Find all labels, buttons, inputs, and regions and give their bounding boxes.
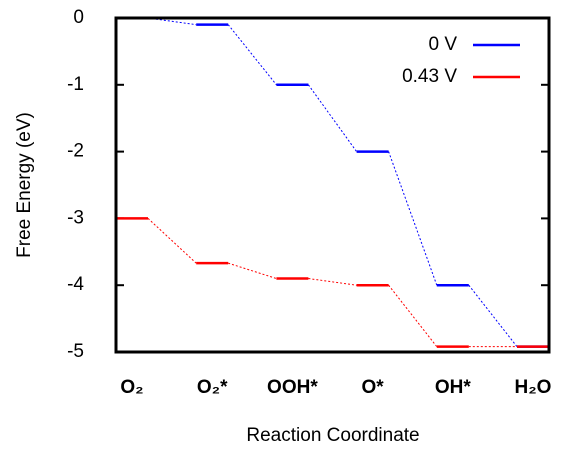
x-tick-label: OH*	[435, 377, 472, 398]
connector	[388, 284, 438, 347]
legend-label: 0.43 V	[402, 66, 457, 87]
y-tick-label: -3	[67, 207, 84, 228]
x-axis-label: Reaction Coordinate	[246, 425, 419, 446]
x-tick-label: OOH*	[267, 377, 318, 398]
legend-label: 0 V	[428, 34, 457, 55]
x-tick-label: H₂O	[515, 377, 552, 398]
connector	[307, 84, 358, 152]
connector	[308, 278, 357, 286]
y-tick-label: 0	[73, 7, 84, 28]
connector	[227, 24, 277, 86]
connector	[228, 262, 277, 279]
plot-frame	[114, 16, 551, 354]
connector	[147, 218, 197, 264]
y-axis-label: Free Energy (eV)	[14, 112, 35, 258]
x-tick-label: O*	[362, 377, 385, 398]
connector	[388, 151, 438, 286]
y-tick-label: -2	[67, 141, 84, 162]
connector	[468, 284, 518, 347]
x-tick-label: O₂	[120, 377, 143, 398]
y-tick-label: -1	[67, 74, 84, 95]
y-tick-label: -5	[67, 341, 84, 362]
y-tick-label: -4	[67, 274, 84, 295]
x-tick-label: O₂*	[197, 377, 228, 398]
